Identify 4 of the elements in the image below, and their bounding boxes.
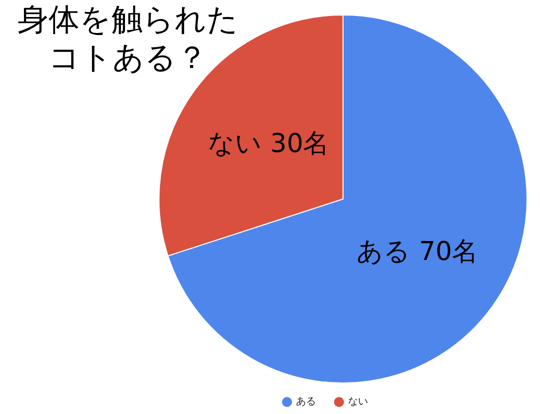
legend-label: ない <box>348 396 368 408</box>
title: 身体を触られたコトある？ <box>18 2 238 76</box>
legend: ある ない <box>282 396 368 408</box>
legend-label: ある <box>296 396 316 408</box>
